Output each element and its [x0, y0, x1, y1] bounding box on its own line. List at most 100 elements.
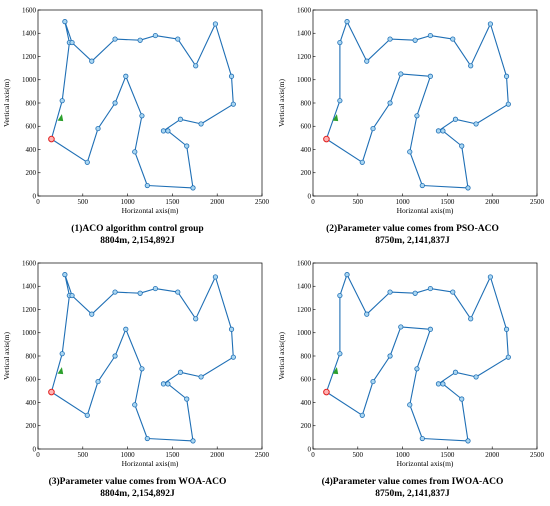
x-tick-label: 2500 — [255, 451, 270, 459]
y-tick-label: 400 — [301, 399, 312, 407]
route-node — [190, 438, 196, 444]
y-tick-label: 1400 — [297, 30, 312, 38]
route-node — [177, 116, 184, 122]
route-node — [112, 100, 118, 106]
chart-subtitle-2: 8750m, 2,141,837J — [375, 236, 450, 246]
y-tick-label: 1000 — [297, 329, 312, 337]
y-tick-label: 800 — [301, 99, 312, 107]
x-tick-label: 2000 — [485, 451, 500, 459]
y-axis-label: Vertical axis(m) — [2, 78, 11, 127]
y-tick-label: 1600 — [297, 6, 312, 14]
y-tick-label: 1400 — [22, 283, 37, 291]
y-tick-label: 800 — [301, 352, 312, 360]
route-node — [419, 182, 425, 189]
route-line — [50, 274, 234, 442]
start-node — [48, 388, 55, 396]
route-node — [459, 143, 465, 149]
x-tick-label: 1500 — [165, 198, 180, 206]
route-node — [132, 402, 138, 408]
route-node — [212, 21, 219, 27]
route-node — [505, 101, 511, 107]
x-tick-label: 1500 — [165, 451, 180, 459]
route-node — [503, 326, 510, 332]
chart-title-2: (2)Parameter value comes from PSO-ACO — [326, 224, 499, 234]
x-tick-label: 500 — [78, 198, 89, 206]
route-node — [230, 101, 236, 107]
x-tick-label: 500 — [353, 198, 364, 206]
chart-panel-3: 0 500 1000 1500 2000 2500 0 200 400 600 800 1000 120… — [0, 253, 275, 506]
x-tick-label: 1000 — [396, 451, 411, 459]
y-tick-label: 600 — [26, 376, 37, 384]
route-node — [123, 326, 129, 332]
route-node — [419, 435, 425, 442]
route-chart-3: 0 500 1000 1500 2000 2500 0 200 400 600 800 1000 120… — [2, 259, 270, 468]
x-tick-label: 0 — [311, 451, 315, 459]
route-node — [505, 354, 511, 360]
start-node — [323, 135, 330, 143]
route-node — [398, 71, 404, 77]
x-tick-label: 1500 — [440, 451, 455, 459]
route-node — [95, 125, 101, 132]
route-node — [407, 402, 413, 408]
route-node — [132, 149, 138, 155]
route-node — [387, 36, 393, 42]
y-tick-label: 0 — [308, 192, 312, 200]
route-node — [387, 353, 393, 359]
route-node — [370, 378, 376, 385]
y-tick-label: 800 — [26, 99, 37, 107]
direction-arrow — [332, 367, 339, 375]
route-node — [359, 412, 365, 418]
route-node — [62, 272, 68, 278]
plot-frame — [37, 262, 263, 450]
route-node — [59, 351, 65, 357]
y-tick-label: 200 — [26, 422, 37, 430]
x-tick-label: 0 — [36, 451, 40, 459]
route-node — [193, 63, 199, 69]
start-node — [48, 135, 55, 143]
route-node — [435, 128, 442, 134]
route-node — [465, 438, 471, 444]
route-node — [198, 374, 204, 380]
y-tick-label: 600 — [301, 123, 312, 131]
chart-subtitle-3: 8804m, 2,154,892J — [100, 489, 175, 499]
route-node — [112, 353, 118, 359]
route-node — [337, 292, 343, 299]
route-node — [427, 326, 433, 332]
route-node — [144, 435, 150, 442]
x-tick-label: 2000 — [210, 198, 225, 206]
y-tick-label: 0 — [308, 445, 312, 453]
route-line — [325, 274, 509, 442]
route-node — [112, 36, 118, 42]
y-tick-label: 200 — [301, 422, 312, 430]
route-node — [139, 366, 145, 372]
route-node — [387, 289, 393, 295]
route-node — [62, 19, 68, 25]
route-node — [228, 326, 235, 332]
chart-panel-1: 0 500 1000 1500 2000 2500 0 200 400 600 800 1000 120… — [0, 0, 275, 253]
route-node — [95, 378, 101, 385]
route-node — [452, 116, 459, 122]
route-line — [325, 21, 509, 189]
route-chart-4: 0 500 1000 1500 2000 2500 0 200 400 600 800 1000 120… — [277, 259, 545, 468]
route-node — [468, 63, 474, 69]
x-tick-label: 2500 — [530, 198, 545, 206]
plot-frame — [312, 9, 538, 197]
x-tick-label: 1500 — [440, 198, 455, 206]
route-node — [412, 37, 418, 43]
x-axis-label: Horizontal axis(m) — [397, 206, 454, 215]
y-axis-label: Vertical axis(m) — [277, 78, 286, 127]
chart-panel-4: 0 500 1000 1500 2000 2500 0 200 400 600 800 1000 120… — [275, 253, 550, 506]
route-node — [69, 292, 75, 299]
y-tick-label: 1200 — [297, 306, 312, 314]
route-node — [123, 73, 129, 79]
route-node — [84, 159, 90, 165]
route-node — [84, 412, 90, 418]
route-node — [487, 274, 494, 280]
route-node — [452, 369, 459, 375]
route-node — [165, 128, 171, 134]
route-node — [427, 285, 433, 292]
y-tick-label: 1400 — [297, 283, 312, 291]
route-node — [184, 143, 190, 149]
route-node — [440, 381, 446, 387]
route-node — [89, 311, 95, 317]
